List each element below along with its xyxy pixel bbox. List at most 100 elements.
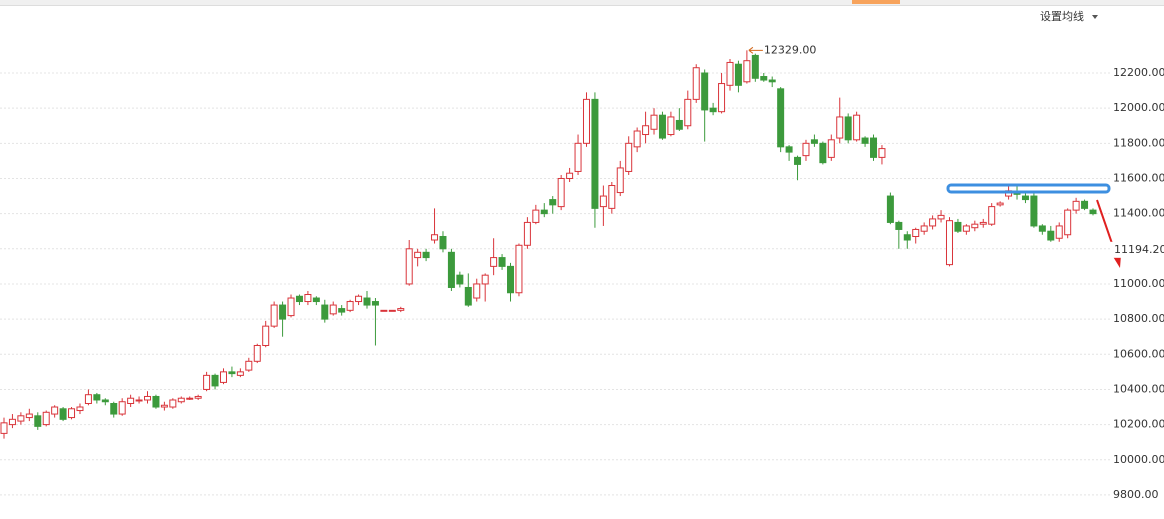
candle-body <box>650 114 658 130</box>
y-tick-label: 11600.00 <box>1113 171 1164 184</box>
arrow-head <box>1112 255 1121 268</box>
candle-body <box>169 399 177 408</box>
candle-body <box>701 72 709 111</box>
candle-body <box>523 221 531 246</box>
y-tick-label: 10200.00 <box>1113 418 1164 431</box>
candle-body <box>895 221 903 230</box>
tab-strip <box>0 0 1164 5</box>
candle-body <box>42 411 50 426</box>
candle-body <box>777 88 785 148</box>
candle-body <box>110 403 118 415</box>
candle-body <box>338 308 346 313</box>
candle-body <box>1072 200 1080 211</box>
candle-body <box>1021 195 1029 201</box>
y-tick-label: 10000.00 <box>1113 453 1164 466</box>
candle-body <box>608 185 616 209</box>
candle-body <box>203 374 211 390</box>
candle-body <box>93 394 101 401</box>
candle-body <box>51 406 59 415</box>
candle-body <box>68 408 76 419</box>
candle-body <box>270 304 278 327</box>
candle-body <box>768 79 776 83</box>
candle-body <box>802 142 810 157</box>
candle-body <box>1038 225 1046 232</box>
dropdown-icon[interactable] <box>1092 15 1098 19</box>
candle-body <box>785 146 793 153</box>
candle-body <box>574 142 582 172</box>
candle-body <box>684 98 692 127</box>
candle-body <box>177 397 185 403</box>
candle-body <box>760 76 768 81</box>
candle-body <box>118 401 126 415</box>
candle-body <box>397 308 405 311</box>
candle-body <box>135 399 143 402</box>
candle-body <box>962 225 970 232</box>
candle-body <box>709 107 717 113</box>
candle-body <box>481 274 489 285</box>
candle-body <box>464 286 472 306</box>
y-tick-label: 12200.00 <box>1113 66 1164 79</box>
candle-body <box>8 418 16 426</box>
candle-body <box>287 297 295 317</box>
candle-body <box>1064 209 1072 236</box>
candle-body <box>152 395 160 408</box>
candle-body <box>355 295 363 303</box>
candle-body <box>1030 195 1038 227</box>
candle-body <box>371 301 379 306</box>
candle-body <box>937 214 945 220</box>
candle-body <box>186 397 194 400</box>
candle-body <box>912 228 920 237</box>
candle-body <box>810 139 818 144</box>
candle-body <box>388 309 396 312</box>
candle-body <box>380 309 388 312</box>
button-label[interactable]: 设置均线 <box>1040 9 1084 23</box>
candle-body <box>718 83 726 113</box>
candle-body <box>667 116 675 136</box>
candle-body <box>582 98 590 144</box>
ma-settings-button[interactable]: 设置均线 <box>1040 9 1098 23</box>
candle-body <box>827 139 835 158</box>
candle-body <box>127 397 135 405</box>
candle-body <box>1047 230 1055 241</box>
candle-body <box>262 325 270 346</box>
candle-body <box>515 244 523 294</box>
candle-body <box>853 114 861 141</box>
candle-body <box>929 218 937 227</box>
max-label: 12329.00 <box>764 43 817 56</box>
y-tick-label: 11800.00 <box>1113 136 1164 149</box>
candle-body <box>886 195 894 223</box>
candle-body <box>279 304 287 320</box>
candle-body <box>0 422 8 434</box>
candle-body <box>431 234 439 241</box>
candle-body <box>996 202 1004 206</box>
candle-body <box>253 344 261 362</box>
candle-body <box>870 137 878 158</box>
candle-body <box>549 199 557 206</box>
candle-body <box>819 142 827 164</box>
candle-body <box>439 235 447 250</box>
candle-body <box>920 225 928 232</box>
candle-body <box>295 295 303 303</box>
candle-body <box>228 371 236 375</box>
candle-body <box>532 209 540 223</box>
candle-body <box>321 304 329 320</box>
candle-body <box>836 116 844 139</box>
candle-body <box>794 156 802 165</box>
candle-body <box>844 116 852 141</box>
candle-body <box>236 371 244 376</box>
max-pointer <box>748 46 763 54</box>
candle-body <box>979 221 987 225</box>
candle-body <box>945 220 953 266</box>
candle-body <box>616 167 624 194</box>
y-tick-label: 10800.00 <box>1113 312 1164 325</box>
candle-body <box>633 130 641 148</box>
candle-body <box>658 114 666 139</box>
candle-body <box>405 248 413 285</box>
y-axis: 9800.00 10000.00 10200.00 10400.00 10600.00 1… <box>1110 66 1164 501</box>
candle-body <box>144 395 152 401</box>
candle-body <box>447 251 455 288</box>
candle-body <box>591 98 599 209</box>
candle-body <box>734 63 742 86</box>
candle-body <box>304 294 312 303</box>
